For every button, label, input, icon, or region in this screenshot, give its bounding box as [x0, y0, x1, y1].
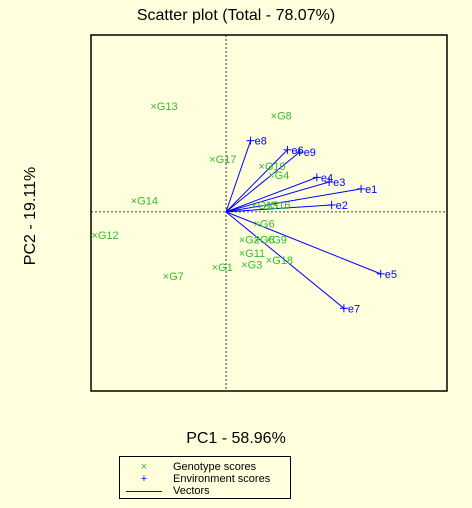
chart-title: Scatter plot (Total - 78.07%) [136, 7, 336, 24]
vector-e1 [225, 188, 362, 213]
genotype-point-G7: ×G7 [163, 271, 184, 283]
vector-e3 [225, 181, 330, 213]
genotype-point-G11: ×G11 [239, 248, 265, 260]
genotype-point-G3: ×G3 [241, 260, 262, 272]
vector-e8 [225, 140, 252, 213]
genotype-point-G5: ×G5 [253, 234, 274, 246]
genotype-point-G17: ×G17 [209, 154, 236, 166]
genotype-point-G4: ×G4 [268, 170, 289, 182]
environment-label-e1: e1 [365, 184, 377, 196]
genotype-point-G16: ×G16 [263, 200, 290, 212]
legend-label: Environment scores [173, 473, 271, 485]
environment-label-e4: e4 [321, 172, 333, 184]
vector-e2 [226, 204, 332, 213]
genotype-point-G15: ×G15 [251, 200, 278, 212]
genotype-point-G9: ×G9 [266, 234, 287, 246]
environment-label-e6: e6 [291, 145, 303, 157]
legend-label: Vectors [173, 485, 210, 497]
genotype-point-G12: ×G12 [91, 230, 118, 242]
environment-label-e2: e2 [336, 200, 348, 212]
genotype-marker-icon: × [140, 461, 148, 473]
genotype-point-G14: ×G14 [131, 195, 158, 207]
genotype-point-G2: ×G2 [239, 234, 260, 246]
genotype-point-G6: ×G6 [253, 218, 274, 230]
vector-line-icon [126, 491, 162, 492]
environment-label-e8: e8 [255, 136, 267, 148]
legend-item-vectors: Vectors [120, 485, 290, 497]
environment-marker-icon: + [140, 473, 148, 485]
environment-label-e3: e3 [333, 177, 345, 189]
legend-item-genotype: × Genotype scores [120, 461, 290, 473]
genotype-point-G1: ×G1 [212, 262, 233, 274]
environment-label-e9: e9 [304, 147, 316, 159]
y-axis-label: PC2 - 19.11% [22, 166, 39, 266]
genotype-point-G10: ×G10 [258, 161, 285, 173]
vector-e7 [225, 211, 345, 309]
legend-label: Genotype scores [173, 461, 257, 473]
genotype-point-G13: ×G13 [150, 101, 177, 113]
legend-item-environment: + Environment scores [120, 473, 290, 485]
vector-e5 [225, 211, 381, 275]
vector-e4 [225, 176, 318, 213]
vector-e9 [225, 151, 301, 213]
x-axis-label: PC1 - 58.96% [186, 430, 286, 447]
genotype-point-G18: ×G18 [266, 255, 293, 267]
legend: × Genotype scores + Environment scores V… [119, 456, 291, 499]
environment-label-e7: e7 [348, 303, 360, 315]
vector-e6 [225, 149, 288, 213]
genotype-point-G8: ×G8 [271, 110, 292, 122]
environment-label-e5: e5 [385, 269, 397, 281]
plot-frame [90, 34, 448, 392]
